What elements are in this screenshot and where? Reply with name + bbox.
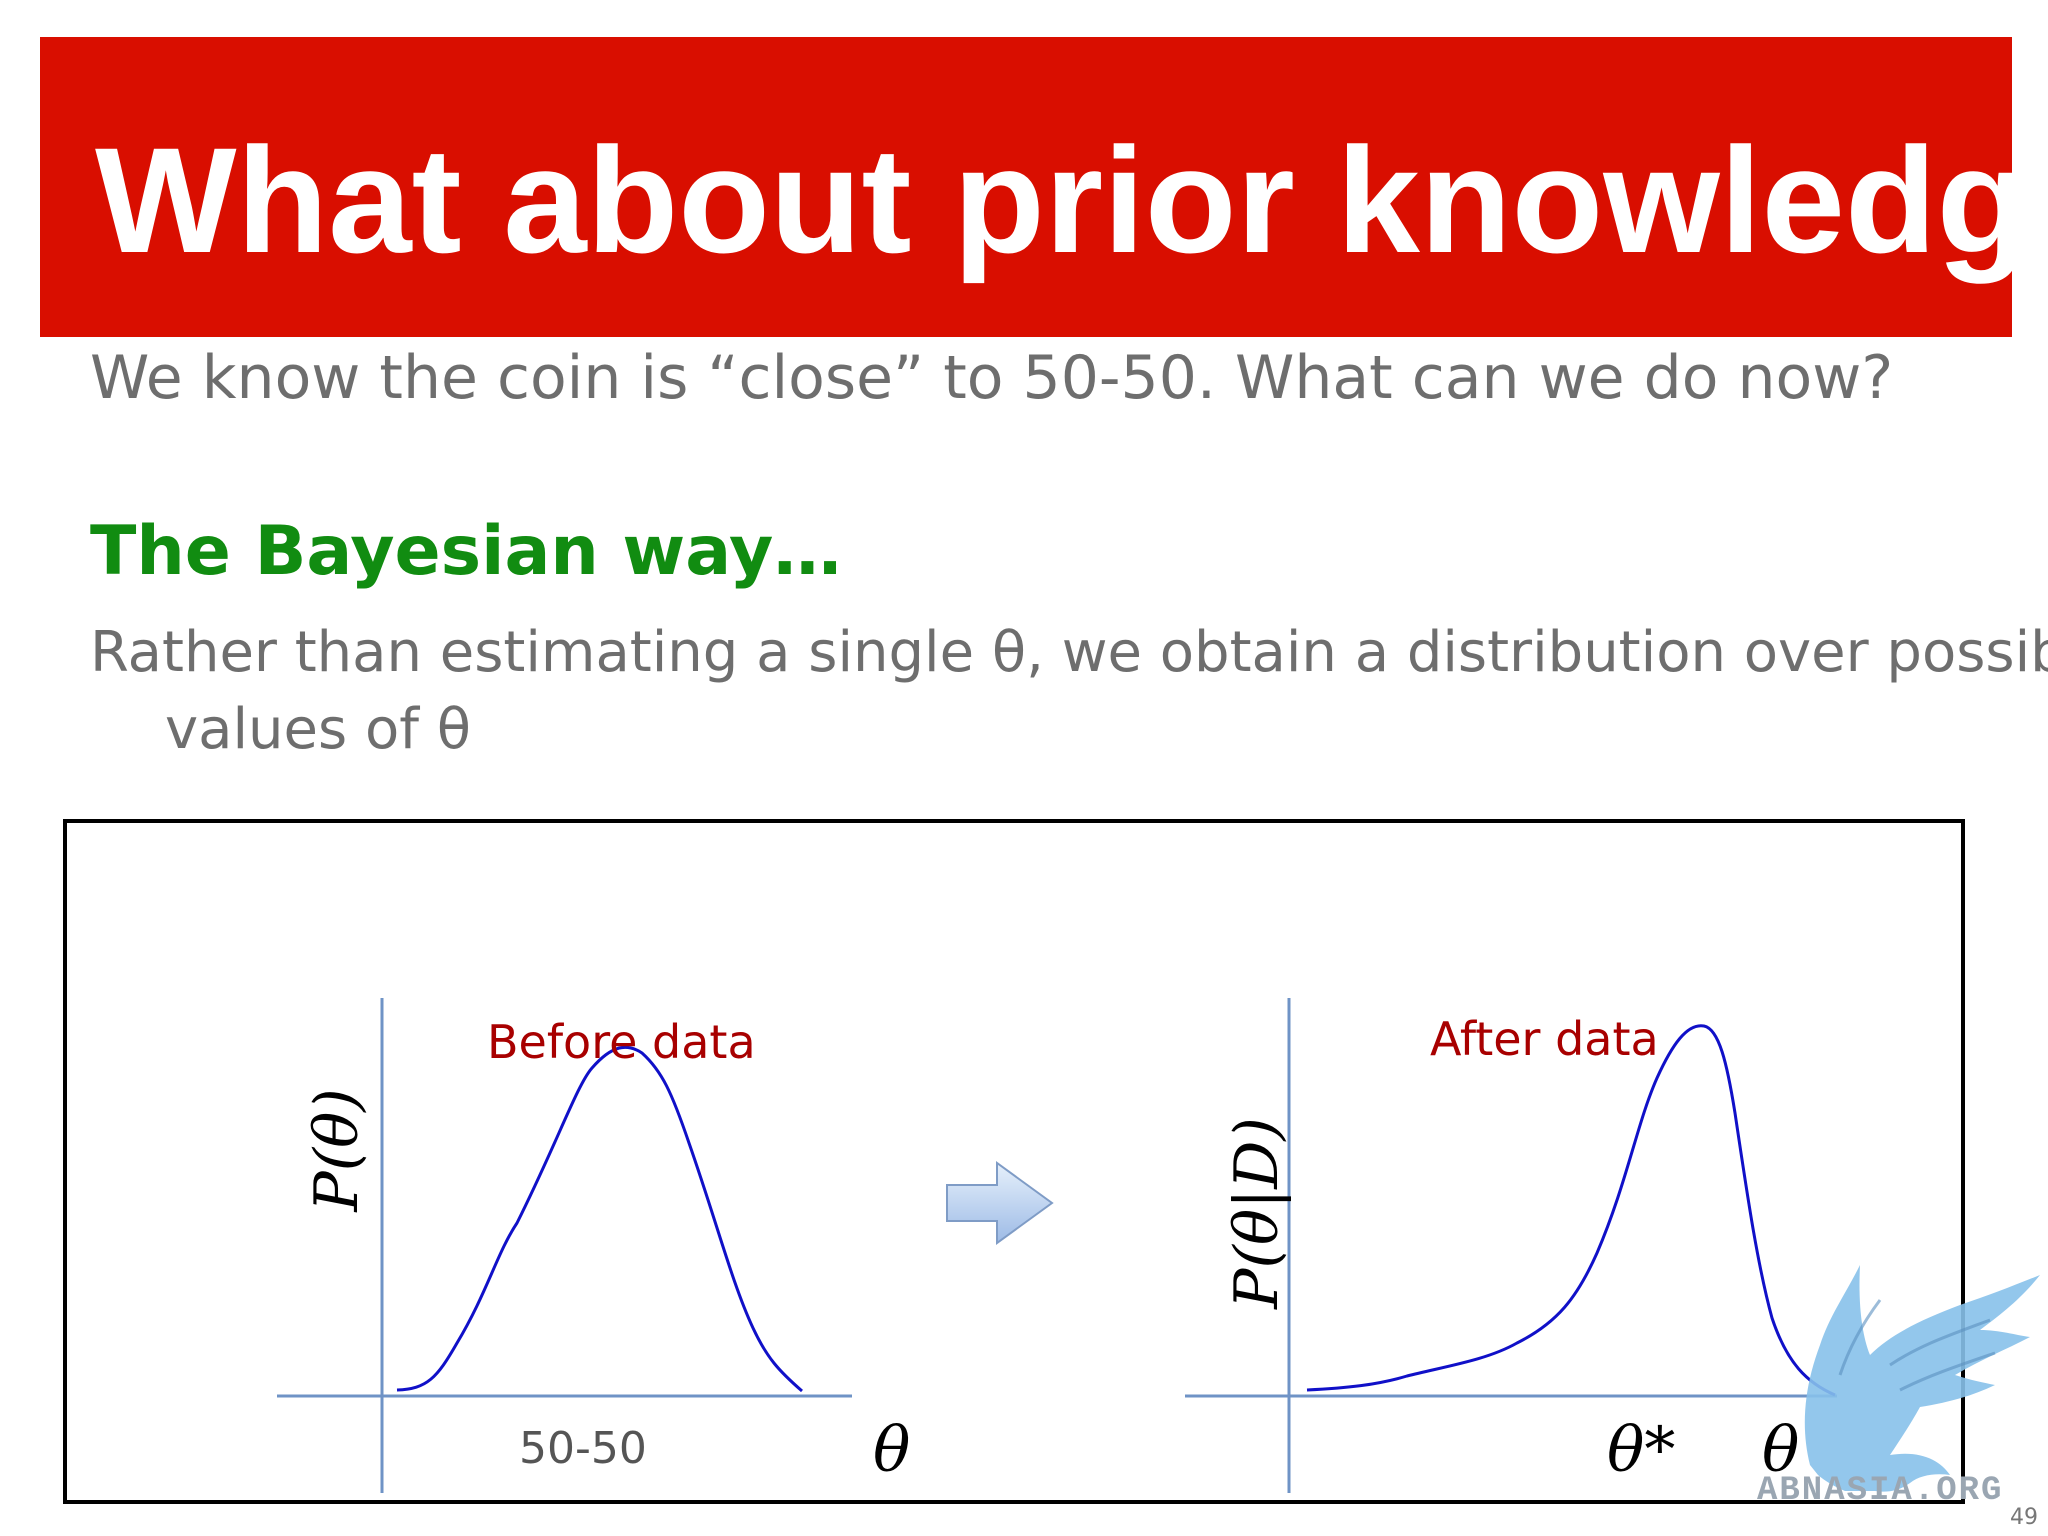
subtitle: We know the coin is “close” to 50-50. Wh… xyxy=(90,343,1894,413)
caption-before-data: Before data xyxy=(487,1015,756,1069)
caption-after-data: After data xyxy=(1430,1012,1659,1066)
page-number: 49 xyxy=(2010,1505,2038,1530)
prior-y-label: P(θ) xyxy=(302,1088,372,1212)
figure-canvas xyxy=(277,998,1837,1493)
watermark-text: ABNASIA.ORG xyxy=(1757,1472,2004,1510)
griffin-logo-icon xyxy=(1804,1265,2040,1492)
section-heading: The Bayesian way… xyxy=(90,512,842,591)
figure-box: Before data After data P(θ) P(θ|D) 50-50… xyxy=(63,819,1965,1504)
posterior-curve xyxy=(1306,1024,1836,1397)
body-text-line-2: values of θ xyxy=(165,697,471,762)
arrow-right-icon xyxy=(946,1161,1054,1245)
prior-x-label: θ xyxy=(873,1413,911,1486)
prior-tick-label: 50-50 xyxy=(519,1423,647,1474)
slide-title: What about prior knowledge? xyxy=(95,116,2048,284)
title-banner: What about prior knowledge? xyxy=(40,37,2048,337)
body-text-line-1: Rather than estimating a single θ, we ob… xyxy=(90,620,2048,685)
posterior-tick-label: θ* xyxy=(1607,1413,1676,1486)
prior-curve xyxy=(396,1045,803,1393)
posterior-x-label: θ xyxy=(1762,1413,1800,1486)
posterior-y-label: P(θ|D) xyxy=(1222,1117,1292,1309)
